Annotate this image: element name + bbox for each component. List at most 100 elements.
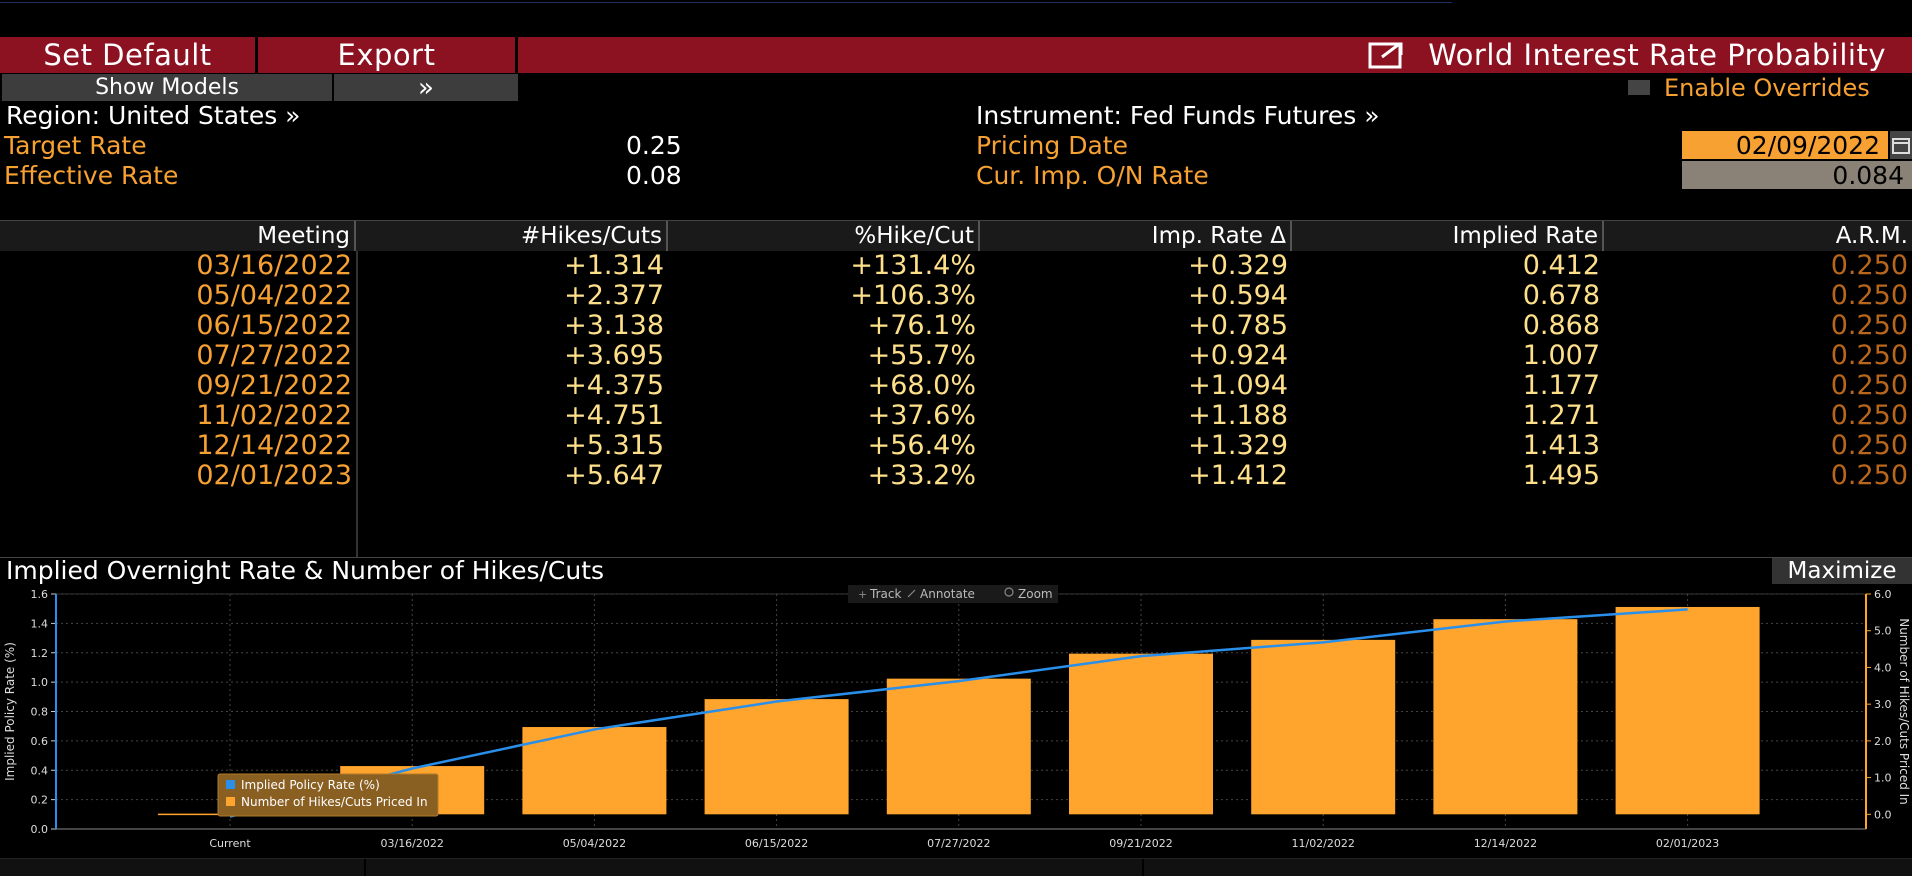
bar[interactable]: [704, 699, 849, 815]
cell-hikes-cuts: +4.751: [564, 400, 664, 431]
table-row[interactable]: 12/14/2022 +5.315 +56.4% +1.329 1.413 0.250: [0, 431, 1912, 461]
expand-button[interactable]: »: [334, 73, 518, 103]
col-pct-hike-cut[interactable]: %Hike/Cut: [668, 221, 980, 251]
cell-implied-rate: 1.413: [1522, 430, 1600, 461]
cell-implied-rate: 0.678: [1522, 280, 1600, 311]
table-header: Meeting #Hikes/Cuts %Hike/Cut Imp. Rate …: [0, 221, 1912, 251]
table-row[interactable]: 09/21/2022 +4.375 +68.0% +1.094 1.177 0.250: [0, 371, 1912, 401]
table-body: 03/16/2022 +1.314 +131.4% +0.329 0.412 0.250 0…: [0, 251, 1912, 491]
cell-hikes-cuts: +1.314: [564, 250, 664, 281]
region-selector[interactable]: Region: United States »: [6, 101, 301, 130]
cell-meeting: 09/21/2022: [196, 370, 352, 401]
zoom-icon: [1004, 587, 1014, 597]
bar[interactable]: [1251, 639, 1396, 815]
cell-meeting: 03/16/2022: [196, 250, 352, 281]
target-rate-value: 0.25: [626, 131, 682, 160]
cell-imp-rate-delta: +1.329: [1188, 430, 1288, 461]
cell-pct-hike-cut: +76.1%: [867, 310, 976, 341]
y2-tick-label: 2.0: [1874, 735, 1892, 748]
cell-arm: 0.250: [1830, 460, 1908, 491]
calendar-icon[interactable]: [1890, 131, 1912, 159]
cell-arm: 0.250: [1830, 280, 1908, 311]
y2-tick-label: 3.0: [1874, 698, 1892, 711]
chart-title: Implied Overnight Rate & Number of Hikes…: [6, 556, 605, 585]
track-tool[interactable]: Track: [869, 587, 901, 601]
export-button[interactable]: Export: [258, 37, 518, 73]
legend-label-rate: Implied Policy Rate (%): [241, 778, 380, 792]
y2-tick-label: 5.0: [1874, 625, 1892, 638]
bar[interactable]: [1615, 606, 1760, 815]
cell-arm: 0.250: [1830, 310, 1908, 341]
maximize-button[interactable]: Maximize: [1772, 558, 1912, 584]
status-separator: [364, 859, 366, 876]
x-tick-label: 07/27/2022: [927, 837, 990, 850]
pricing-date-input[interactable]: 02/09/2022: [1682, 131, 1888, 160]
effective-rate-value: 0.08: [626, 161, 682, 190]
annotate-icon: [907, 589, 916, 598]
cur-imp-rate-field: 0.084: [1682, 161, 1912, 190]
cell-meeting: 11/02/2022: [196, 400, 352, 431]
cell-imp-rate-delta: +1.188: [1188, 400, 1288, 431]
col-hikes-cuts[interactable]: #Hikes/Cuts: [356, 221, 668, 251]
cell-imp-rate-delta: +0.594: [1188, 280, 1288, 311]
cell-meeting: 07/27/2022: [196, 340, 352, 371]
cell-meeting: 05/04/2022: [196, 280, 352, 311]
col-arm[interactable]: A.R.M.: [1835, 223, 1908, 249]
rate-chart[interactable]: 0.0 0.2 0.4 0.6 0.8 1.0 1.2 1.4 1.6 Current 03/16/…: [0, 580, 1912, 858]
y2-tick-label: 4.0: [1874, 661, 1892, 674]
bar[interactable]: [522, 727, 667, 815]
y-tick-label: 0.2: [31, 794, 49, 807]
y2-tick-label: 6.0: [1874, 588, 1892, 601]
annotate-tool[interactable]: Annotate: [920, 587, 975, 601]
app-title: World Interest Rate Probability: [1428, 38, 1886, 72]
cell-hikes-cuts: +2.377: [564, 280, 664, 311]
y-tick-label: 0.4: [31, 764, 49, 777]
bar[interactable]: [886, 678, 1031, 815]
x-tick-label: 11/02/2022: [1291, 837, 1354, 850]
x-tick-label: Current: [209, 837, 251, 850]
cell-arm: 0.250: [1830, 250, 1908, 281]
cell-imp-rate-delta: +0.329: [1188, 250, 1288, 281]
cell-arm: 0.250: [1830, 370, 1908, 401]
y-tick-label: 0.8: [31, 706, 49, 719]
y2-tick-label: 1.0: [1874, 772, 1892, 785]
set-default-button[interactable]: Set Default: [0, 37, 258, 73]
popout-icon[interactable]: [1368, 41, 1406, 69]
table-row[interactable]: 05/04/2022 +2.377 +106.3% +0.594 0.678 0.250: [0, 281, 1912, 311]
bar[interactable]: [1433, 619, 1578, 815]
y-tick-label: 0.6: [31, 735, 49, 748]
table-row[interactable]: 11/02/2022 +4.751 +37.6% +1.188 1.271 0.250: [0, 401, 1912, 431]
effective-rate-label: Effective Rate: [4, 161, 179, 190]
cell-implied-rate: 0.412: [1522, 250, 1600, 281]
y-tick-label: 1.2: [31, 647, 49, 660]
window-title: World Interest Rate Probability: [1368, 37, 1886, 73]
y-tick-label: 0.0: [31, 823, 49, 836]
table-row[interactable]: 07/27/2022 +3.695 +55.7% +0.924 1.007 0.250: [0, 341, 1912, 371]
cell-pct-hike-cut: +55.7%: [867, 340, 976, 371]
cur-imp-rate-label: Cur. Imp. O/N Rate: [976, 161, 1209, 190]
table-row[interactable]: 03/16/2022 +1.314 +131.4% +0.329 0.412 0.250: [0, 251, 1912, 281]
cell-arm: 0.250: [1830, 430, 1908, 461]
x-tick-label: 03/16/2022: [380, 837, 443, 850]
y-tick-label: 1.0: [31, 676, 49, 689]
cell-meeting: 06/15/2022: [196, 310, 352, 341]
implied-rate-line[interactable]: [229, 608, 1688, 818]
zoom-tool[interactable]: Zoom: [1018, 587, 1053, 601]
instrument-selector[interactable]: Instrument: Fed Funds Futures »: [976, 101, 1380, 130]
table-row[interactable]: 06/15/2022 +3.138 +76.1% +0.785 0.868 0.250: [0, 311, 1912, 341]
col-implied-rate[interactable]: Implied Rate: [1292, 221, 1604, 251]
overrides-checkbox[interactable]: [1628, 80, 1650, 95]
column-divider: [356, 251, 358, 557]
table-row[interactable]: 02/01/2023 +5.647 +33.2% +1.412 1.495 0.250: [0, 461, 1912, 491]
status-separator: [1142, 859, 1144, 876]
y2-tick-label: 0.0: [1874, 808, 1892, 821]
cell-imp-rate-delta: +1.412: [1188, 460, 1288, 491]
cell-pct-hike-cut: +106.3%: [850, 280, 976, 311]
bar[interactable]: [1069, 653, 1213, 815]
col-meeting[interactable]: Meeting: [0, 221, 356, 251]
cell-hikes-cuts: +5.647: [564, 460, 664, 491]
x-tick-label: 09/21/2022: [1109, 837, 1172, 850]
col-imp-rate-delta[interactable]: Imp. Rate Δ: [980, 221, 1292, 251]
show-models-button[interactable]: Show Models: [2, 74, 332, 101]
enable-overrides-toggle[interactable]: Enable Overrides: [1628, 74, 1870, 102]
